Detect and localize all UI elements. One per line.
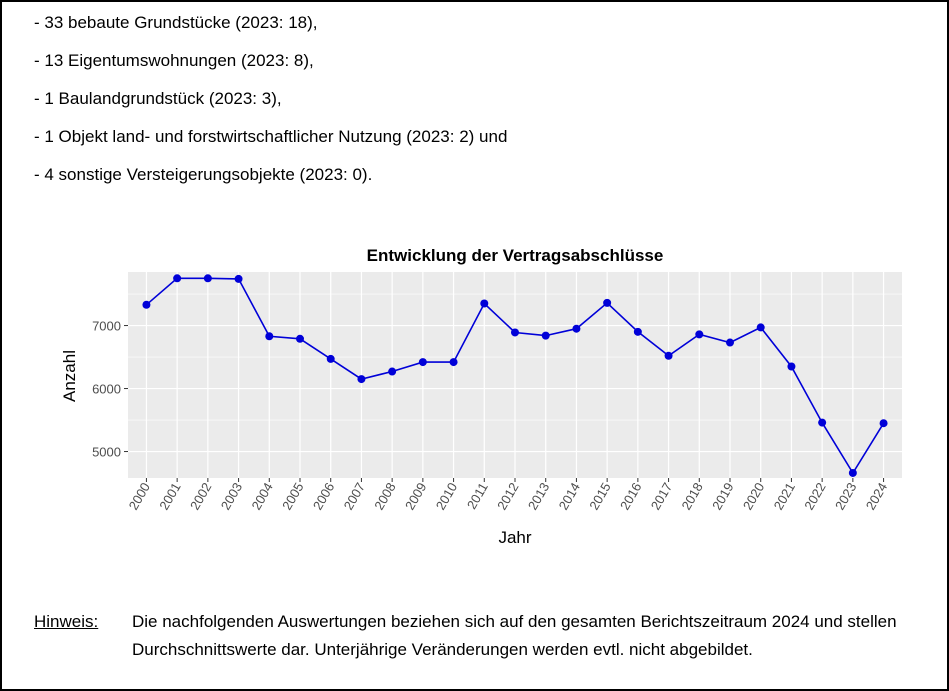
contracts-line-chart: Entwicklung der Vertragsabschlüsse 5000 6… <box>60 246 902 547</box>
x-tick-label: 2004 <box>248 480 275 513</box>
data-point <box>848 468 857 477</box>
data-point <box>388 367 397 376</box>
data-point <box>572 324 581 333</box>
x-tick-label: 2022 <box>801 480 828 513</box>
x-tick-label: 2007 <box>341 480 368 513</box>
data-point <box>633 327 642 336</box>
x-tick-label: 2016 <box>617 480 644 513</box>
x-tick-label: 2003 <box>218 480 245 513</box>
x-tick-label: 2018 <box>678 480 705 513</box>
x-tick-label: 2013 <box>525 480 552 513</box>
x-tick-label: 2012 <box>494 480 521 513</box>
data-point <box>173 274 182 283</box>
bullet-item: - 1 Baulandgrundstück (2023: 3), <box>34 89 282 108</box>
x-tick-label: 2008 <box>371 480 398 513</box>
data-point <box>326 354 335 363</box>
data-point <box>818 418 827 427</box>
y-axis-label: Anzahl <box>60 350 79 402</box>
bullet-list: - 33 bebaute Grundstücke (2023: 18), - 1… <box>34 10 507 200</box>
x-tick-label: 2009 <box>402 480 429 513</box>
x-tick-label: 2006 <box>310 480 337 513</box>
data-point <box>234 274 243 283</box>
x-tick-label: 2023 <box>832 480 859 513</box>
y-tick-label: 6000 <box>92 382 121 397</box>
x-tick-label: 2011 <box>464 480 491 512</box>
x-tick-label: 2020 <box>740 480 767 513</box>
data-point <box>265 332 274 341</box>
bullet-item: - 33 bebaute Grundstücke (2023: 18), <box>34 13 318 32</box>
x-tick-label: 2010 <box>433 480 460 513</box>
data-point <box>203 274 212 283</box>
data-point <box>357 375 366 384</box>
data-point <box>756 323 765 332</box>
x-axis: 2000 2001 2002 2003 2004 2005 2006 2007 2008 2009… <box>126 478 890 513</box>
data-point <box>541 331 550 340</box>
data-points <box>142 274 888 477</box>
x-tick-label: 2019 <box>709 480 736 513</box>
x-tick-label: 2001 <box>156 480 183 513</box>
x-tick-label: 2000 <box>126 480 153 513</box>
y-tick-label: 5000 <box>92 445 121 460</box>
note-label: Hinweis: <box>34 612 99 631</box>
data-point <box>142 300 151 309</box>
bullet-item: - 1 Objekt land- und forstwirtschaftlich… <box>34 127 508 146</box>
bullet-item: - 4 sonstige Versteigerungsobjekte (2023… <box>34 165 373 184</box>
note-text: Die nachfolgenden Auswertungen beziehen … <box>132 612 897 659</box>
data-point <box>480 299 489 308</box>
y-axis: 5000 6000 7000 <box>92 319 128 460</box>
x-tick-label: 2015 <box>586 480 613 513</box>
data-point <box>664 351 673 360</box>
bullet-item: - 13 Eigentumswohnungen (2023: 8), <box>34 51 314 70</box>
y-tick-label: 7000 <box>92 319 121 334</box>
x-axis-label: Jahr <box>498 528 531 547</box>
x-tick-label: 2017 <box>648 480 675 513</box>
chart-title: Entwicklung der Vertragsabschlüsse <box>367 246 664 265</box>
data-point <box>879 419 888 428</box>
data-point <box>726 338 734 347</box>
data-point <box>296 334 304 343</box>
x-tick-label: 2002 <box>187 480 214 513</box>
x-tick-label: 2014 <box>556 480 583 513</box>
data-point <box>695 330 704 339</box>
x-tick-label: 2021 <box>771 480 798 513</box>
data-point <box>449 358 458 367</box>
x-tick-label: 2024 <box>863 480 890 513</box>
data-point <box>787 362 796 371</box>
data-point <box>511 328 519 337</box>
data-point <box>603 298 612 307</box>
data-point <box>418 358 427 367</box>
x-tick-label: 2005 <box>279 480 306 513</box>
